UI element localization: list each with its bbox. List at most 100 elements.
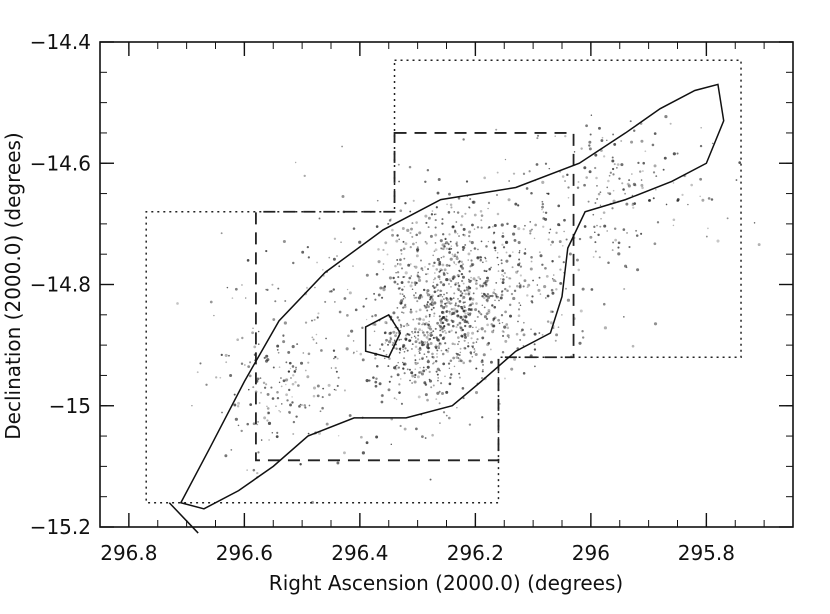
scatter-point <box>532 279 534 282</box>
scatter-point <box>436 191 440 195</box>
scatter-point <box>492 240 496 244</box>
scatter-point <box>517 204 520 207</box>
scatter-point <box>494 292 496 295</box>
scatter-point <box>484 279 488 283</box>
scatter-point <box>464 306 466 309</box>
scatter-point <box>445 298 449 301</box>
scatter-point <box>441 311 445 315</box>
scatter-point <box>252 386 255 389</box>
y-tick-label: −14.8 <box>30 273 91 297</box>
scatter-point <box>293 370 297 373</box>
scatter-point <box>609 171 612 174</box>
scatter-point <box>440 293 442 296</box>
scatter-point <box>306 375 310 379</box>
scatter-point <box>435 286 437 288</box>
scatter-point <box>430 213 434 216</box>
scatter-point <box>445 390 449 394</box>
scatter-point <box>420 267 424 271</box>
scatter-point <box>530 300 533 303</box>
scatter-point <box>400 299 404 303</box>
scatter-point <box>450 329 453 332</box>
scatter-point <box>402 367 405 370</box>
scatter-point <box>481 285 484 288</box>
scatter-point <box>268 439 270 441</box>
scatter-point <box>334 355 337 359</box>
scatter-point <box>428 262 431 266</box>
scatter-point <box>472 326 474 329</box>
scatter-point <box>538 276 541 279</box>
scatter-point <box>594 250 597 253</box>
scatter-point <box>441 391 445 395</box>
scatter-point <box>299 403 302 406</box>
scatter-point <box>426 341 429 343</box>
scatter-point <box>501 281 505 284</box>
scatter-point <box>595 176 598 180</box>
scatter-point <box>477 310 480 313</box>
scatter-point <box>332 257 336 261</box>
scatter-point <box>454 331 458 334</box>
y-tick-label: −14.4 <box>30 30 91 54</box>
scatter-point <box>551 291 555 295</box>
scatter-point <box>523 321 525 324</box>
scatter-point <box>480 292 483 295</box>
scatter-point <box>252 327 254 329</box>
scatter-point <box>448 312 451 315</box>
scatter-point <box>428 370 431 374</box>
scatter-point <box>265 354 269 358</box>
scatter-point <box>468 359 472 363</box>
scatter-point <box>551 278 554 280</box>
scatter-point <box>518 285 522 289</box>
scatter-point <box>453 261 455 263</box>
scatter-point <box>536 137 539 140</box>
scatter-point <box>417 331 420 334</box>
scatter-point <box>403 427 407 431</box>
scatter-point <box>481 336 485 340</box>
scatter-point <box>373 323 377 326</box>
scatter-point <box>383 285 386 288</box>
scatter-point <box>352 352 355 355</box>
scatter-point <box>418 317 422 321</box>
scatter-point <box>462 227 466 231</box>
scatter-point <box>468 279 472 283</box>
scatter-point <box>400 402 404 405</box>
scatter-point <box>426 331 429 334</box>
scatter-point <box>460 223 463 227</box>
scatter-point <box>410 227 413 231</box>
scatter-point <box>253 345 257 349</box>
scatter-point <box>607 261 610 264</box>
scatter-point <box>264 359 269 363</box>
scatter-point <box>263 356 266 359</box>
scatter-point <box>651 143 655 147</box>
scatter-point <box>472 341 475 345</box>
scatter-point <box>635 234 639 237</box>
scatter-point <box>294 381 297 384</box>
scatter-point <box>336 384 339 388</box>
scatter-point <box>603 326 608 330</box>
scatter-point <box>426 333 430 337</box>
scatter-point <box>389 337 393 341</box>
scatter-point <box>518 258 521 261</box>
scatter-point <box>509 314 513 318</box>
scatter-point <box>513 289 517 293</box>
scatter-point <box>517 227 521 231</box>
scatter-point <box>445 241 449 245</box>
scatter-point <box>230 448 233 451</box>
scatter-point <box>406 322 409 325</box>
scatter-point <box>509 277 512 280</box>
scatter-point <box>424 266 426 268</box>
scatter-point <box>463 289 466 292</box>
scatter-point <box>445 277 449 282</box>
scatter-point <box>300 404 303 406</box>
scatter-point <box>446 323 450 326</box>
scatter-point <box>447 416 451 420</box>
scatter-point <box>397 366 401 369</box>
scatter-point <box>587 200 590 203</box>
scatter-point <box>413 296 416 299</box>
scatter-point <box>629 120 632 123</box>
scatter-point <box>220 232 223 235</box>
scatter-point <box>343 451 346 455</box>
scatter-point <box>457 357 460 359</box>
scatter-point <box>345 347 349 351</box>
scatter-point <box>494 249 497 252</box>
scatter-point <box>252 468 256 472</box>
